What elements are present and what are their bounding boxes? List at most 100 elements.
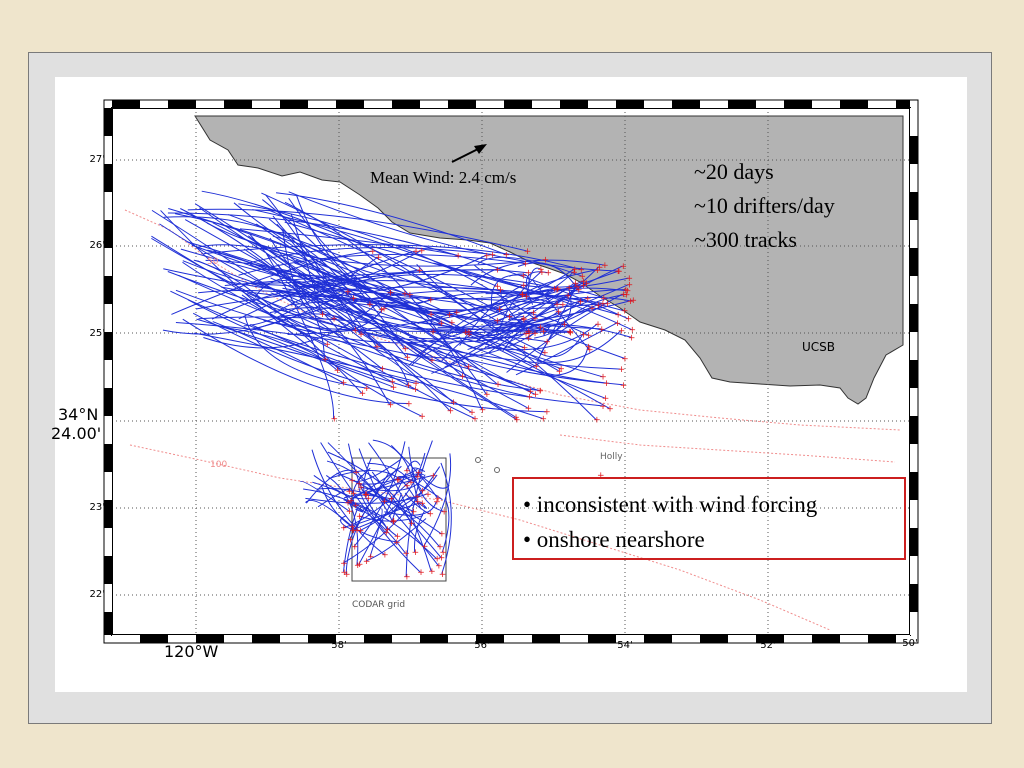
drifter-track (262, 199, 405, 349)
release-marker: + (614, 319, 622, 329)
frame-segment (104, 220, 112, 248)
drifter-track (473, 264, 583, 288)
frame-segment (910, 388, 918, 416)
release-marker: + (410, 507, 418, 517)
release-marker: + (429, 327, 437, 337)
frame-segment (756, 100, 784, 108)
release-marker: + (343, 570, 351, 580)
release-marker: + (573, 283, 581, 293)
release-marker: + (439, 570, 447, 580)
drifter-track (351, 474, 438, 531)
release-marker: + (531, 329, 539, 339)
drifter-track (327, 442, 439, 566)
release-marker: + (575, 286, 583, 296)
drifter-track (194, 332, 543, 419)
drifter-track (211, 280, 523, 320)
frame-segment (140, 100, 168, 108)
release-marker: + (352, 501, 360, 511)
release-marker: + (539, 414, 547, 424)
drifter-track (444, 282, 575, 368)
drifter-track (265, 194, 361, 335)
release-marker: + (626, 281, 634, 291)
drifter-track (477, 256, 582, 277)
release-marker: + (627, 297, 635, 307)
frame-segment (560, 100, 588, 108)
release-marker: + (465, 330, 473, 340)
frame-segment (448, 635, 476, 643)
release-marker: + (524, 247, 532, 257)
release-marker: + (557, 365, 565, 375)
frame-segment (104, 556, 112, 584)
release-marker: + (387, 400, 395, 410)
release-marker: + (418, 247, 426, 257)
drifter-track (249, 233, 472, 413)
drifter-track (408, 293, 522, 366)
drifter-track (489, 289, 557, 319)
release-marker: + (412, 548, 420, 558)
callout-line: • inconsistent with wind forcing (523, 492, 818, 517)
frame-segment (910, 276, 918, 304)
release-marker: + (519, 271, 527, 281)
release-marker: + (471, 414, 479, 424)
frame-segment (910, 612, 918, 635)
frame-segment (104, 416, 112, 444)
drifter-track (290, 297, 563, 306)
frame-segment (616, 100, 644, 108)
drifter-track (351, 501, 423, 527)
release-marker: + (417, 568, 425, 578)
release-marker: + (525, 327, 533, 337)
release-marker: + (551, 284, 559, 294)
drifter-track (526, 296, 630, 309)
drifter-track (222, 326, 337, 371)
release-marker: + (379, 365, 387, 375)
drifter-track (212, 321, 344, 383)
release-marker: + (625, 274, 633, 284)
release-marker: + (389, 517, 397, 527)
holly-label: Holly (600, 452, 623, 462)
release-marker: + (518, 290, 526, 300)
drifter-track (371, 471, 442, 558)
drifter-track (536, 286, 577, 362)
release-marker: + (412, 385, 420, 395)
codar-grid-label: CODAR grid (352, 600, 406, 610)
frame-segment (672, 635, 700, 643)
release-marker: + (494, 282, 502, 292)
drifter-track (494, 269, 597, 313)
drifter-track (187, 208, 527, 252)
drifter-track (545, 346, 589, 376)
drifter-track (367, 462, 411, 483)
drifter-tracks (151, 190, 633, 577)
release-marker: + (331, 415, 339, 425)
drifter-track (349, 472, 390, 540)
release-marker: + (622, 285, 630, 295)
release-marker: + (404, 353, 412, 363)
frame-segment (168, 635, 196, 643)
release-marker: + (403, 466, 411, 476)
release-marker: + (614, 267, 622, 277)
frame-segment (104, 304, 112, 332)
release-marker: + (394, 476, 402, 486)
drifter-track (151, 209, 383, 369)
drifter-track (305, 493, 428, 504)
frame-segment (104, 584, 112, 612)
release-marker: + (440, 507, 448, 517)
release-marker: + (594, 301, 602, 311)
drifter-track (361, 475, 418, 512)
frame-segment (364, 635, 392, 643)
release-marker: + (438, 530, 446, 540)
drifter-track (423, 453, 452, 547)
release-marker: + (352, 326, 360, 336)
release-marker: + (323, 340, 331, 350)
drifter-track (498, 271, 542, 332)
release-marker: + (435, 561, 443, 571)
frame-segment (868, 635, 896, 643)
frame-segment (252, 100, 280, 108)
release-marker: + (566, 327, 574, 337)
release-marker: + (577, 266, 585, 276)
drifter-track (353, 441, 406, 548)
drifter-track (245, 269, 420, 285)
drifter-track (347, 502, 364, 513)
frame-segment (910, 332, 918, 360)
drifter-track (178, 274, 529, 398)
frame-segment (910, 528, 918, 556)
